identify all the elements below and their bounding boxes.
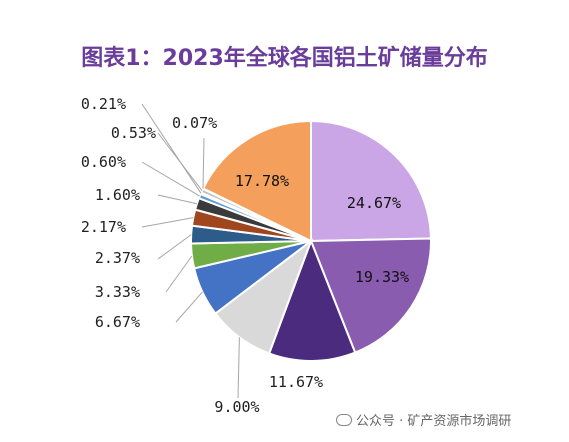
leader-line <box>237 337 240 399</box>
chart-title: 图表1：2023年全球各国铝土矿储量分布 <box>81 46 488 71</box>
leader-line <box>175 291 203 323</box>
slice-label: 19.33% <box>355 268 409 286</box>
slice-label: 2.37% <box>95 249 140 267</box>
pie-slice <box>309 237 432 354</box>
leader-line <box>165 255 193 293</box>
watermark-text: 公众号 · 矿产资源市场调研 <box>356 414 512 429</box>
watermark: 公众号 · 矿产资源市场调研 <box>336 410 511 429</box>
leader-line <box>157 234 192 260</box>
slice-label: 9.00% <box>214 398 259 416</box>
leader-line <box>141 161 200 197</box>
pie-slice <box>267 238 357 362</box>
slice-label: 0.60% <box>81 153 126 171</box>
slice-label: 0.07% <box>172 114 217 132</box>
slice-label: 0.21% <box>81 95 126 113</box>
slice-label: 11.67% <box>269 373 323 391</box>
slice-label: 1.60% <box>95 186 140 204</box>
leader-line <box>141 103 202 194</box>
leader-line <box>157 194 198 205</box>
slice-label: 24.67% <box>347 194 401 212</box>
wechat-icon <box>336 413 352 426</box>
leader-line <box>141 217 194 228</box>
leader-line <box>202 137 205 189</box>
pie-slice <box>310 119 432 243</box>
pie-slice <box>201 119 312 243</box>
leader-line <box>157 132 203 192</box>
slice-label: 17.78% <box>235 172 289 190</box>
slice-label: 6.67% <box>95 313 140 331</box>
slice-label: 2.17% <box>81 218 126 236</box>
slice-label: 3.33% <box>95 283 140 301</box>
slice-label: 0.53% <box>111 124 156 142</box>
